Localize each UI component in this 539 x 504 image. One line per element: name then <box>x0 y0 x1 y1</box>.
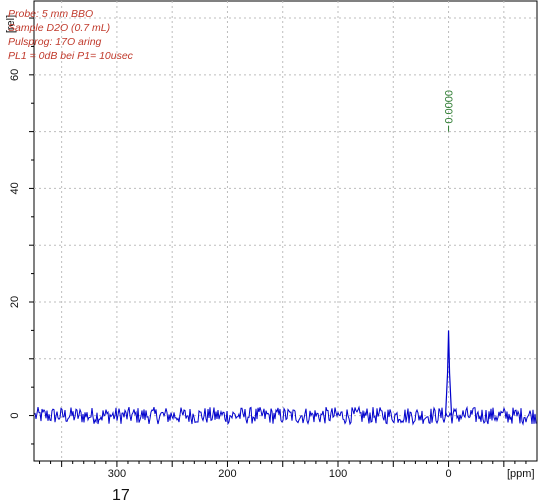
peak-markers: 0.0000 <box>444 90 456 416</box>
spectrum-line <box>34 405 537 426</box>
annotation-power: PL1 = 0dB bei P1= 10usec <box>8 50 133 62</box>
x-axis-unit-label: [ppm] <box>507 468 535 480</box>
y-tick-label: 0 <box>9 413 21 419</box>
y-axis-unit-label: [rel] <box>5 15 17 33</box>
tick-labels: 300 200 100 0 0 20 40 60 <box>9 69 452 480</box>
x-tick-label: 100 <box>329 468 347 480</box>
y-tick-label: 20 <box>9 296 21 308</box>
x-tick-label: 0 <box>445 468 451 480</box>
peak-line <box>444 330 453 416</box>
annotation-probe: Probe: 5 mm BBO <box>8 8 94 20</box>
x-tick-label: 300 <box>108 468 126 480</box>
annotation-sample: Sample D2O (0.7 mL) <box>8 22 111 34</box>
stray-text-fragment: 17 <box>112 487 130 504</box>
annotation-pulsprog: Pulsprog: 17O aring <box>8 36 102 48</box>
peak-value-label: 0.0000 <box>444 90 456 124</box>
y-tick-label: 40 <box>9 182 21 194</box>
y-tick-label: 60 <box>9 69 21 81</box>
x-tick-label: 200 <box>218 468 236 480</box>
plot-frame <box>33 0 538 462</box>
axis-ticks <box>29 17 527 467</box>
